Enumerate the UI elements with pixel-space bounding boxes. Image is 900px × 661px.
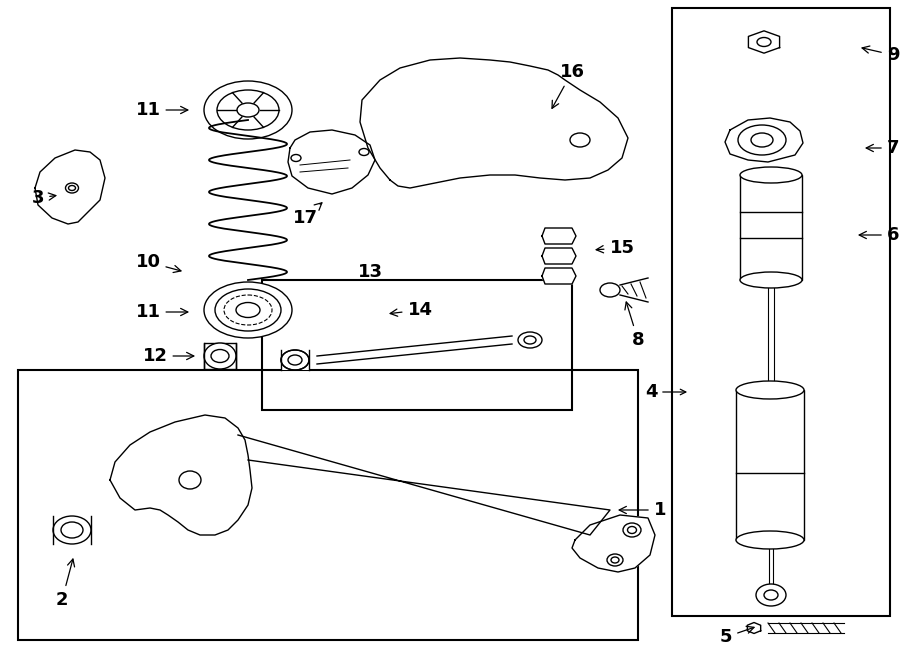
Text: 11: 11 [136,303,188,321]
Ellipse shape [217,90,279,130]
Ellipse shape [215,289,281,331]
Text: 14: 14 [390,301,433,319]
Polygon shape [749,31,779,53]
Bar [281,350,309,370]
Ellipse shape [237,103,259,117]
Polygon shape [542,248,576,264]
Text: 16: 16 [552,63,584,108]
Text: 8: 8 [625,302,644,349]
Polygon shape [288,130,375,194]
Bar [18,370,638,640]
Text: 7: 7 [866,139,899,157]
Ellipse shape [204,343,236,369]
Text: 12: 12 [142,347,194,365]
Ellipse shape [281,350,309,370]
Text: 9: 9 [862,46,899,64]
Ellipse shape [756,584,786,606]
Bar [262,280,572,410]
Polygon shape [725,118,803,162]
Text: 1: 1 [619,501,666,519]
Ellipse shape [570,133,590,147]
Ellipse shape [736,531,804,549]
Ellipse shape [359,149,369,155]
Bar [204,343,236,369]
Polygon shape [542,268,576,284]
Polygon shape [572,515,655,572]
Polygon shape [238,435,610,535]
Ellipse shape [736,381,804,399]
Polygon shape [360,58,628,188]
Ellipse shape [66,183,78,193]
Polygon shape [747,623,760,633]
Ellipse shape [53,516,91,544]
Bar [672,8,890,616]
Polygon shape [35,150,105,224]
Text: 3: 3 [32,189,56,207]
Text: 11: 11 [136,101,188,119]
Bar [740,175,802,280]
Text: 17: 17 [292,203,322,227]
Ellipse shape [740,272,802,288]
Text: 10: 10 [136,253,181,272]
Text: 6: 6 [860,226,899,244]
Text: 13: 13 [358,263,383,281]
Ellipse shape [600,283,620,297]
Ellipse shape [623,523,641,537]
Polygon shape [110,415,252,535]
Text: 2: 2 [56,559,75,609]
Ellipse shape [204,81,292,139]
Ellipse shape [179,471,201,489]
Ellipse shape [291,155,301,161]
Bar [736,390,804,540]
Text: 4: 4 [645,383,658,401]
Text: 15: 15 [596,239,634,257]
Polygon shape [542,228,576,244]
Ellipse shape [607,554,623,566]
Ellipse shape [236,303,260,317]
Ellipse shape [204,282,292,338]
Text: 5: 5 [720,626,754,646]
Ellipse shape [518,332,542,348]
Ellipse shape [740,167,802,183]
